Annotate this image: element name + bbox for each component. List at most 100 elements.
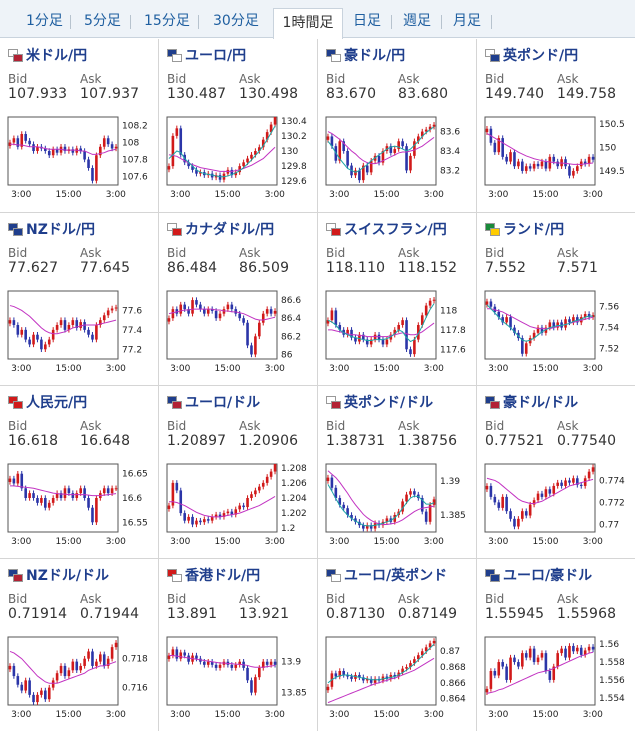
price-chart[interactable]: 0.774 0.772 0.77 3:00 15:00 3:00 — [477, 456, 635, 552]
pair-name[interactable]: カナダドル/円 — [185, 222, 275, 238]
candle-body — [179, 652, 183, 659]
tab-monthly[interactable]: 月足 — [453, 13, 481, 29]
pair-name[interactable]: 香港ドル/円 — [185, 568, 261, 584]
price-chart[interactable]: 86.6 86.4 86.2 86 3:00 15:00 3:00 — [159, 283, 317, 379]
pair-name[interactable]: NZドル/円 — [26, 222, 95, 238]
pair-link[interactable]: 豪ドル/ドル — [485, 392, 578, 412]
x-tick-label: 3:00 — [170, 710, 190, 720]
candle-body — [210, 661, 214, 665]
candle-body — [401, 668, 404, 673]
pair-link[interactable]: 豪ドル/円 — [326, 45, 405, 65]
candle-body — [167, 505, 171, 509]
currency-flags-icon — [8, 395, 23, 409]
pair-name[interactable]: NZドル/ドル — [26, 568, 109, 584]
candle-body — [485, 485, 489, 490]
pair-name[interactable]: 人民元/円 — [26, 395, 88, 411]
moving-average-short — [486, 304, 594, 342]
x-tick-label: 15:00 — [215, 537, 241, 547]
candle-body — [195, 655, 198, 659]
candle-body — [485, 128, 489, 133]
pair-link[interactable]: 米ドル/円 — [8, 45, 87, 65]
tab-weekly[interactable]: 週足 — [403, 13, 431, 29]
price-chart[interactable]: 16.65 16.6 16.55 3:00 15:00 3:00 — [0, 456, 158, 552]
y-tick-label: 83.6 — [440, 128, 460, 138]
pair-name[interactable]: 豪ドル/円 — [344, 48, 406, 64]
price-chart[interactable]: 7.56 7.54 7.52 3:00 15:00 3:00 — [477, 283, 635, 379]
pair-link[interactable]: ユーロ/豪ドル — [485, 565, 592, 585]
candle-body — [485, 301, 489, 305]
pair-link[interactable]: カナダドル/円 — [167, 219, 274, 239]
candle-body — [505, 496, 508, 512]
candle-body — [428, 504, 432, 522]
candle-body — [576, 647, 579, 652]
candle-body — [564, 480, 567, 486]
pair-link[interactable]: 英ポンド/円 — [485, 45, 578, 65]
candle-body — [12, 665, 16, 677]
candle-body — [179, 490, 183, 514]
price-chart[interactable]: 150.5 150 149.5 3:00 15:00 3:00 — [477, 109, 635, 205]
price-chart[interactable]: 130.4 130.2 130 129.8 129.6 3:00 15:00 3:00 — [159, 109, 317, 205]
y-tick-label: 1.2 — [281, 524, 295, 534]
y-tick-label: 129.8 — [281, 162, 307, 172]
price-chart[interactable]: 83.6 83.4 83.2 3:00 15:00 3:00 — [318, 109, 476, 205]
pair-link[interactable]: 人民元/円 — [8, 392, 87, 412]
pair-name[interactable]: 豪ドル/ドル — [503, 395, 579, 411]
price-chart[interactable]: 1.208 1.206 1.204 1.202 1.2 3:00 15:00 3:00 — [159, 456, 317, 552]
pair-name[interactable]: ユーロ/豪ドル — [503, 568, 593, 584]
candle-body — [167, 655, 171, 659]
candle-body — [79, 488, 82, 494]
y-tick-label: 1.204 — [281, 494, 307, 504]
tab-5min[interactable]: 5分足 — [84, 13, 121, 29]
x-tick-label: 3:00 — [329, 190, 349, 200]
y-tick-label: 86.2 — [281, 332, 301, 342]
candle-body — [501, 496, 504, 508]
y-tick-label: 1.558 — [599, 658, 625, 668]
pair-name[interactable]: ユーロ/ドル — [185, 395, 261, 411]
candle-body — [393, 515, 397, 522]
pair-link[interactable]: NZドル/円 — [8, 219, 95, 239]
pair-link[interactable]: NZドル/ドル — [8, 565, 109, 585]
bid-value: 1.38731 — [326, 433, 386, 449]
pair-name[interactable]: ユーロ/英ポンド — [344, 568, 448, 584]
tab-30min[interactable]: 30分足 — [213, 13, 259, 29]
price-chart[interactable]: 118 117.8 117.6 3:00 15:00 3:00 — [318, 283, 476, 379]
pair-link[interactable]: ユーロ/英ポンド — [326, 565, 447, 585]
candle-body — [273, 661, 277, 665]
quote-cell: 香港ドル/円 Bid Ask 13.891 13.921 13.9 13.85 3:00 15:… — [159, 559, 317, 731]
pair-link[interactable]: ユーロ/ドル — [167, 392, 260, 412]
candle-body — [214, 310, 218, 319]
pair-link[interactable]: ランド/円 — [485, 219, 564, 239]
pair-name[interactable]: スイスフラン/円 — [344, 222, 447, 238]
tab-1min[interactable]: 1分足 — [26, 13, 63, 29]
price-chart[interactable]: 1.39 1.385 3:00 15:00 3:00 — [318, 456, 476, 552]
pair-name[interactable]: ランド/円 — [503, 222, 565, 238]
price-chart[interactable]: 77.6 77.4 77.2 3:00 15:00 3:00 — [0, 283, 158, 379]
pair-link[interactable]: ユーロ/円 — [167, 45, 246, 65]
tab-daily[interactable]: 日足 — [353, 13, 381, 29]
pair-name[interactable]: ユーロ/円 — [185, 48, 247, 64]
candle-body — [75, 493, 79, 498]
pair-link[interactable]: スイスフラン/円 — [326, 219, 447, 239]
pair-name[interactable]: 英ポンド/ドル — [344, 395, 434, 411]
candle-body — [572, 645, 575, 652]
pair-name[interactable]: 米ドル/円 — [26, 48, 88, 64]
price-chart[interactable]: 13.9 13.85 3:00 15:00 3:00 — [159, 629, 317, 725]
x-tick-label: 15:00 — [533, 710, 559, 720]
tab-1hour[interactable]: 1時間足 — [273, 8, 343, 39]
price-chart[interactable]: 0.87 0.868 0.866 0.864 3:00 15:00 3:00 — [318, 629, 476, 725]
price-chart[interactable]: 108.2 108 107.8 107.6 3:00 15:00 3:00 — [0, 109, 158, 205]
candle-body — [16, 325, 20, 335]
price-chart[interactable]: 1.56 1.558 1.556 1.554 3:00 15:00 3:00 — [477, 629, 635, 725]
candle-body — [265, 476, 269, 483]
quote-flag-icon — [331, 53, 341, 62]
pair-link[interactable]: 英ポンド/ドル — [326, 392, 433, 412]
price-chart[interactable]: 0.718 0.716 3:00 15:00 3:00 — [0, 629, 158, 725]
bid-label: Bid — [485, 419, 505, 433]
candle-body — [524, 511, 528, 516]
candle-body — [83, 488, 86, 498]
tab-15min[interactable]: 15分足 — [144, 13, 190, 29]
pair-link[interactable]: 香港ドル/円 — [167, 565, 260, 585]
pair-name[interactable]: 英ポンド/円 — [503, 48, 579, 64]
candle-body — [171, 309, 175, 319]
candle-body — [532, 648, 536, 663]
